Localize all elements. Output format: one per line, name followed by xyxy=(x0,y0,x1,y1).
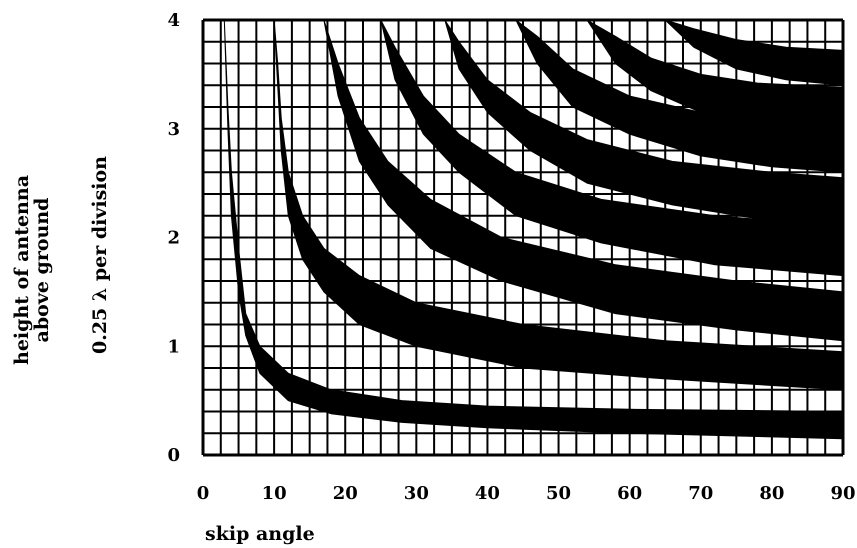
y-tick-label: 1 xyxy=(167,336,180,357)
x-tick-label: 40 xyxy=(475,483,500,504)
x-axis-title: skip angle xyxy=(205,523,315,545)
x-tick-label: 20 xyxy=(333,483,358,504)
curve-band-8 xyxy=(664,19,844,86)
x-tick-label: 30 xyxy=(404,483,429,504)
curve-band-4 xyxy=(380,19,844,277)
y-axis-subtitle: 0.25 λ per division xyxy=(89,156,111,354)
curve-band-1 xyxy=(223,19,844,440)
y-axis-title-line2: above ground xyxy=(31,198,53,343)
y-tick-label: 4 xyxy=(167,10,180,31)
y-tick-label: 3 xyxy=(167,119,180,140)
y-tick-label: 0 xyxy=(167,445,180,466)
x-tick-label: 90 xyxy=(830,483,855,504)
curve-band-7 xyxy=(586,19,844,130)
y-tick-labels: 0 1 2 3 4 xyxy=(167,10,180,466)
x-tick-label: 80 xyxy=(759,483,784,504)
x-tick-labels: 0 10 20 30 40 50 60 70 80 90 xyxy=(197,483,856,504)
curve-band-3 xyxy=(323,19,844,342)
curve-bands xyxy=(223,19,844,440)
x-tick-label: 10 xyxy=(262,483,287,504)
x-tick-label: 70 xyxy=(688,483,713,504)
y-axis-title-line1: height of antenna xyxy=(11,175,33,365)
curve-band-6 xyxy=(515,19,844,173)
y-tick-label: 2 xyxy=(167,228,180,249)
curve-band-2 xyxy=(273,19,844,391)
curve-band-5 xyxy=(444,19,844,228)
x-tick-label: 60 xyxy=(617,483,642,504)
x-tick-label: 0 xyxy=(197,483,210,504)
x-tick-label: 50 xyxy=(546,483,571,504)
